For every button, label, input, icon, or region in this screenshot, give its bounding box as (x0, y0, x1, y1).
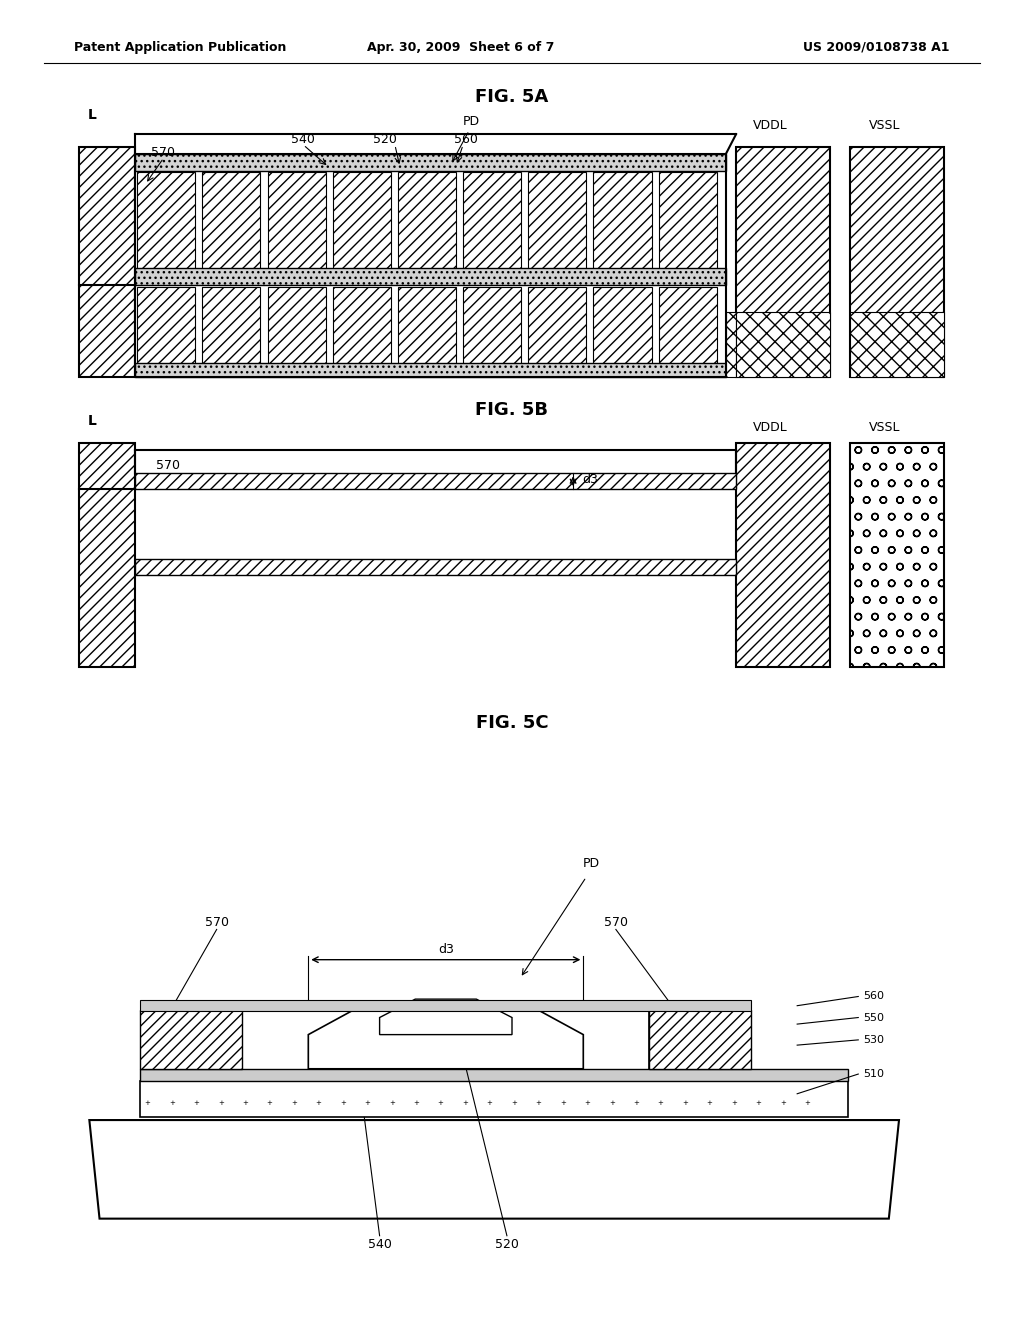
Text: 540: 540 (291, 133, 315, 147)
Text: +: + (243, 1100, 248, 1106)
Bar (736, 312, 829, 378)
Bar (658, 173, 717, 269)
Polygon shape (308, 1010, 584, 1069)
Text: +: + (365, 1100, 371, 1106)
Bar (850, 148, 944, 378)
Bar (463, 286, 521, 364)
Bar (463, 173, 521, 269)
Text: L: L (88, 413, 97, 428)
Text: PD: PD (583, 857, 600, 870)
Bar (137, 286, 196, 364)
Text: 550: 550 (863, 1012, 885, 1023)
Text: +: + (585, 1100, 590, 1106)
Bar (528, 286, 587, 364)
Bar (140, 1001, 752, 1011)
Text: 560: 560 (455, 133, 478, 147)
Bar (203, 286, 260, 364)
Text: 540: 540 (368, 1238, 391, 1251)
Text: d3: d3 (438, 942, 454, 956)
Text: +: + (560, 1100, 566, 1106)
Polygon shape (89, 1121, 899, 1218)
Text: PD: PD (463, 115, 480, 128)
Text: +: + (315, 1100, 322, 1106)
Text: 520: 520 (495, 1238, 519, 1251)
Text: VDDL: VDDL (754, 421, 788, 434)
Bar (79, 444, 135, 667)
Text: L: L (88, 107, 97, 121)
Bar (736, 444, 829, 667)
Text: +: + (536, 1100, 542, 1106)
Text: +: + (438, 1100, 443, 1106)
Text: d3: d3 (583, 474, 598, 487)
Text: +: + (169, 1100, 175, 1106)
Text: +: + (609, 1100, 614, 1106)
Text: +: + (218, 1100, 223, 1106)
Bar (203, 173, 260, 269)
Bar (649, 1010, 752, 1069)
Bar (398, 173, 456, 269)
Text: +: + (389, 1100, 395, 1106)
Text: +: + (486, 1100, 493, 1106)
Text: FIG. 5B: FIG. 5B (475, 401, 549, 420)
Bar (333, 286, 391, 364)
Text: 520: 520 (373, 133, 396, 147)
Polygon shape (380, 999, 512, 1035)
Bar (658, 286, 717, 364)
Bar (398, 286, 456, 364)
Text: +: + (511, 1100, 517, 1106)
Bar (135, 474, 736, 490)
Bar (140, 1010, 242, 1069)
Text: +: + (340, 1100, 346, 1106)
Text: 530: 530 (863, 1035, 885, 1045)
Bar (135, 558, 736, 574)
Bar (137, 173, 196, 269)
Text: 560: 560 (863, 991, 885, 1002)
Text: VSSL: VSSL (869, 119, 900, 132)
Bar (594, 286, 651, 364)
Bar (267, 173, 326, 269)
Bar (850, 444, 944, 667)
Bar (135, 154, 726, 172)
Bar (135, 268, 726, 285)
Text: +: + (780, 1100, 785, 1106)
Text: FIG. 5C: FIG. 5C (476, 714, 548, 733)
Text: +: + (805, 1100, 810, 1106)
Text: +: + (707, 1100, 713, 1106)
Bar (594, 173, 651, 269)
Text: +: + (657, 1100, 664, 1106)
Text: US 2009/0108738 A1: US 2009/0108738 A1 (804, 41, 950, 54)
Bar (79, 148, 135, 378)
Text: +: + (633, 1100, 639, 1106)
Bar (726, 312, 736, 378)
Text: VSSL: VSSL (869, 421, 900, 434)
Bar (135, 154, 726, 378)
Text: 570: 570 (604, 916, 628, 929)
Text: Apr. 30, 2009  Sheet 6 of 7: Apr. 30, 2009 Sheet 6 of 7 (368, 41, 555, 54)
Text: VDDL: VDDL (754, 119, 788, 132)
Text: 510: 510 (863, 1069, 885, 1078)
Bar (528, 173, 587, 269)
Text: 570: 570 (205, 916, 228, 929)
Text: 570: 570 (156, 459, 180, 473)
Bar (850, 312, 944, 378)
Bar (135, 363, 726, 378)
Bar (140, 1069, 848, 1081)
Bar (267, 286, 326, 364)
Text: +: + (462, 1100, 468, 1106)
Text: +: + (756, 1100, 762, 1106)
Text: +: + (414, 1100, 419, 1106)
Text: +: + (194, 1100, 200, 1106)
Text: +: + (266, 1100, 272, 1106)
Text: +: + (291, 1100, 297, 1106)
Text: Patent Application Publication: Patent Application Publication (74, 41, 287, 54)
Text: +: + (682, 1100, 688, 1106)
Text: FIG. 5A: FIG. 5A (475, 88, 549, 107)
Text: +: + (144, 1100, 151, 1106)
Text: 570: 570 (151, 147, 175, 160)
Text: +: + (731, 1100, 737, 1106)
Bar (333, 173, 391, 269)
Bar (140, 1081, 848, 1118)
Bar (736, 148, 829, 378)
